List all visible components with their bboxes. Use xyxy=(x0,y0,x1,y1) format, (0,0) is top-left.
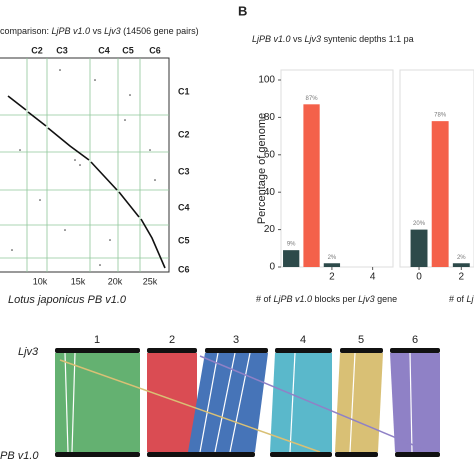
x-axis-label: Lotus japonicus PB v1.0 xyxy=(8,294,127,306)
x-tick-label: 20k xyxy=(108,276,123,286)
bar xyxy=(431,121,449,267)
row-label: C4 xyxy=(178,202,190,212)
panel-label: B xyxy=(238,3,247,18)
text-part: (14506 gene pairs) xyxy=(121,26,199,36)
text-part: LjPB v1.0 xyxy=(274,294,313,304)
col-label: C6 xyxy=(149,45,161,55)
value-label: 2% xyxy=(457,255,466,261)
text-part: vs xyxy=(291,34,305,44)
text-part: blocks per xyxy=(312,294,358,304)
text-part: LjPB v1.0 xyxy=(52,26,91,36)
col-label: C2 xyxy=(31,45,43,55)
bottom-genome-label: PB v1.0 xyxy=(0,450,39,462)
row-label: C1 xyxy=(178,86,190,96)
text-part: # of xyxy=(256,294,274,304)
ribbons xyxy=(55,352,440,453)
dotplot-dots xyxy=(11,69,156,266)
y-tick-label: 40 xyxy=(264,187,276,198)
text-part: # of xyxy=(449,294,467,304)
row-label: C2 xyxy=(178,129,190,139)
value-label: 9% xyxy=(287,242,296,248)
chromosome-label: 5 xyxy=(358,334,364,346)
y-tick-label: 80 xyxy=(264,112,276,123)
bar xyxy=(303,104,320,267)
top-genome-label: Ljv3 xyxy=(18,346,39,358)
value-label: 87% xyxy=(306,96,319,102)
x-tick-label: 0 xyxy=(416,272,422,283)
synteny: Ljv3 PB v1.0 xyxy=(0,346,440,462)
value-label: 20% xyxy=(413,221,426,227)
x-tick-label: 4 xyxy=(370,272,376,283)
text-part: Ljv3 xyxy=(305,34,322,44)
y-tick-label: 100 xyxy=(258,75,275,86)
text-part: LjPB v1.0 xyxy=(252,34,291,44)
x-tick-label: 10k xyxy=(33,276,48,286)
y-axis-label: Percentage of genome xyxy=(256,113,268,224)
chromosome-label: 2 xyxy=(169,334,175,346)
text-part: gene xyxy=(375,294,398,304)
bar xyxy=(283,250,300,267)
y-tick-label: 0 xyxy=(269,262,275,273)
text-part: Ljv3 xyxy=(104,26,121,36)
chromosome-label: 3 xyxy=(233,334,239,346)
col-label: C3 xyxy=(56,45,68,55)
value-label: 78% xyxy=(434,113,447,119)
text-part: Ljv3 xyxy=(358,294,375,304)
dotplot-frame xyxy=(0,57,170,273)
y-tick-label: 60 xyxy=(264,149,276,160)
text-part: vs xyxy=(90,26,104,36)
text-part: Ljv3 xyxy=(467,294,474,304)
bar xyxy=(452,263,470,267)
x-tick-label: 25k xyxy=(143,276,158,286)
x-tick-label: 2 xyxy=(329,272,335,283)
row-label: C6 xyxy=(178,264,190,274)
chromosome-label: 1 xyxy=(94,334,100,346)
row-label: C3 xyxy=(178,166,190,176)
value-label: 2% xyxy=(328,255,337,261)
row-label: C5 xyxy=(178,235,190,245)
text-part: comparison: xyxy=(0,26,52,36)
bar-title: LjPB v1.0 vs Ljv3 syntenic depths 1:1 pa xyxy=(252,34,414,44)
chromosome-bars xyxy=(55,348,440,457)
x-tick-label: 2 xyxy=(459,272,465,283)
chromosome-label: 4 xyxy=(300,334,306,346)
dotplot-title: comparison: LjPB v1.0 vs Ljv3 (14506 gen… xyxy=(0,26,199,36)
bar xyxy=(323,263,341,267)
col-label: C5 xyxy=(122,45,134,55)
col-label: C4 xyxy=(98,45,110,55)
x-tick-label: 15k xyxy=(71,276,86,286)
y-tick-label: 20 xyxy=(264,224,276,235)
x-axis-label: # of LjPB v1.0 blocks per Ljv3 gene xyxy=(256,294,397,304)
dotplot-grid xyxy=(0,58,169,272)
dotplot xyxy=(0,57,170,273)
dotplot-diagonal xyxy=(7,95,166,269)
plot-frame xyxy=(280,69,394,268)
x-axis-label: # of Ljv3 blocks xyxy=(449,294,474,304)
text-part: syntenic depths 1:1 pa xyxy=(321,34,414,44)
bar xyxy=(410,229,428,267)
chromosome-label: 6 xyxy=(412,334,418,346)
